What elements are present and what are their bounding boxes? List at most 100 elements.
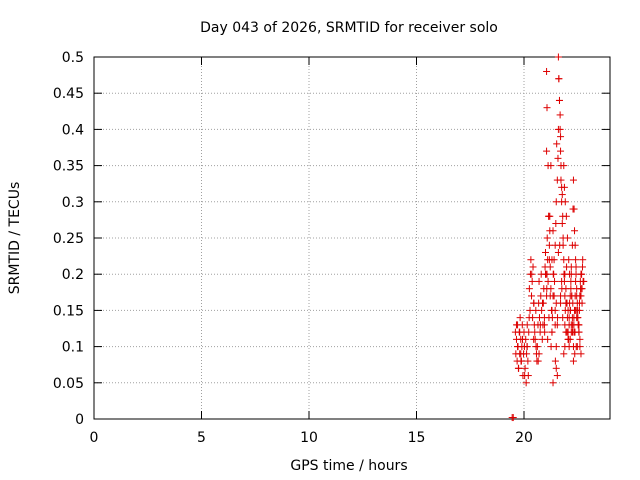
- y-tick-label: 0.1: [62, 340, 84, 356]
- data-point: [572, 256, 580, 264]
- data-point: [562, 212, 570, 220]
- data-point: [552, 299, 560, 307]
- data-point: [523, 343, 531, 351]
- data-point: [555, 75, 563, 83]
- data-point: [563, 234, 571, 242]
- data-point: [552, 343, 560, 351]
- data-point: [517, 350, 525, 358]
- data-point: [574, 321, 582, 329]
- grid-lines: [94, 57, 610, 419]
- data-point: [568, 292, 576, 300]
- data-point: [574, 306, 582, 314]
- data-point: [579, 256, 587, 264]
- data-point: [557, 292, 565, 300]
- data-point: [551, 277, 559, 285]
- data-point: [545, 256, 553, 264]
- data-point: [517, 357, 525, 365]
- data-point: [549, 270, 557, 278]
- data-point: [538, 306, 546, 314]
- y-tick-label: 0.2: [62, 267, 84, 283]
- y-tick-label: 0.35: [53, 159, 84, 175]
- data-point: [551, 306, 559, 314]
- data-point: [569, 299, 577, 307]
- data-point: [570, 205, 578, 213]
- data-point: [558, 285, 566, 293]
- data-point: [549, 227, 557, 235]
- data-point: [542, 248, 549, 256]
- data-point: [571, 328, 579, 336]
- data-point: [576, 335, 584, 343]
- data-point: [525, 328, 533, 336]
- data-point: [542, 270, 549, 278]
- data-point: [564, 335, 572, 343]
- data-point: [560, 162, 568, 170]
- data-point: [561, 321, 569, 329]
- data-point: [575, 299, 583, 307]
- data-point: [548, 328, 556, 336]
- data-point: [546, 292, 554, 300]
- data-point: [528, 270, 536, 278]
- data-point: [535, 277, 543, 285]
- x-tick-label: 0: [90, 430, 99, 446]
- data-point: [524, 357, 532, 365]
- data-point: [559, 314, 567, 322]
- data-point: [525, 314, 533, 322]
- x-tick-label: 15: [408, 430, 426, 446]
- data-point: [552, 364, 560, 372]
- data-point: [544, 162, 552, 170]
- data-point: [564, 306, 572, 314]
- data-point: [560, 183, 568, 191]
- data-point: [567, 263, 575, 271]
- axis-ticks: [93, 56, 610, 420]
- data-point: [571, 241, 579, 249]
- data-point: [571, 227, 579, 235]
- y-tick-label: 0.5: [62, 50, 84, 66]
- data-point: [509, 414, 517, 422]
- data-point: [567, 277, 575, 285]
- x-tick-label: 10: [300, 430, 318, 446]
- data-point: [557, 176, 565, 184]
- data-point: [558, 191, 566, 199]
- data-point: [549, 379, 557, 387]
- data-point: [516, 328, 524, 336]
- data-point: [571, 350, 579, 358]
- data-point: [573, 343, 581, 351]
- data-point: [557, 133, 565, 141]
- data-point: [532, 343, 540, 351]
- data-point: [528, 292, 536, 300]
- data-point: [523, 321, 531, 329]
- data-point: [556, 111, 564, 119]
- data-point: [577, 285, 585, 293]
- data-point: [554, 248, 562, 256]
- data-point: [545, 314, 553, 322]
- data-point: [566, 270, 574, 278]
- x-tick-label: 5: [197, 430, 206, 446]
- data-point: [512, 321, 520, 329]
- data-point: [543, 67, 551, 75]
- data-point: [543, 147, 551, 155]
- data-point: [552, 220, 560, 228]
- y-tick-label: 0: [75, 412, 84, 428]
- data-point: [565, 256, 573, 264]
- chart-title: Day 043 of 2026, SRMTID for receiver sol…: [200, 20, 498, 36]
- y-tick-label: 0.3: [62, 195, 84, 211]
- data-point: [521, 372, 529, 380]
- data-point: [561, 198, 569, 206]
- data-point: [553, 140, 561, 148]
- data-point: [527, 256, 535, 264]
- data-point: [543, 234, 551, 242]
- data-point: [578, 270, 586, 278]
- data-point: [522, 379, 530, 387]
- y-tick-label: 0.15: [53, 303, 84, 319]
- y-tick-label: 0.45: [53, 86, 84, 102]
- data-point: [567, 321, 575, 329]
- data-point: [530, 299, 538, 307]
- data-point: [521, 364, 529, 372]
- y-axis-label: SRMTID / TECUs: [7, 182, 23, 295]
- y-tick-label: 0.05: [53, 376, 84, 392]
- data-point: [555, 96, 563, 104]
- data-point: [554, 53, 562, 61]
- data-point: [558, 220, 566, 228]
- data-point: [558, 277, 566, 285]
